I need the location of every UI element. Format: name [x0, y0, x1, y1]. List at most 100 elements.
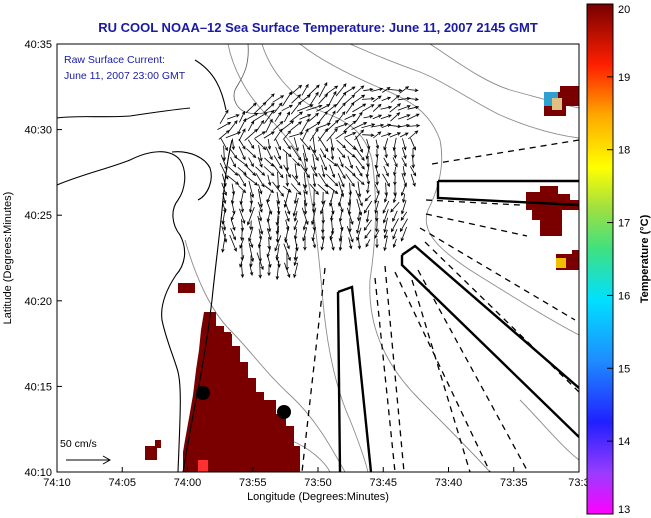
current-vector [338, 210, 343, 223]
current-scale-arrow [66, 455, 112, 465]
current-vector [230, 219, 236, 231]
current-vector [299, 138, 311, 151]
current-vector [400, 226, 407, 242]
current-vector [237, 166, 247, 176]
current-vector [325, 119, 339, 132]
current-vector [219, 109, 229, 125]
current-vector [319, 148, 327, 159]
current-vector [364, 229, 372, 239]
current-vector [300, 118, 310, 134]
current-vector [373, 131, 382, 139]
current-vector [217, 121, 232, 130]
inner-shore [171, 151, 212, 201]
current-vector [315, 122, 331, 129]
current-vector [399, 132, 409, 138]
current-vector [219, 162, 229, 180]
colorbar-tick-label: 20 [618, 4, 630, 16]
current-vector [407, 105, 420, 110]
current-vector [273, 128, 283, 142]
current-vector [291, 94, 302, 104]
current-vector [383, 235, 388, 252]
current-vector [408, 130, 419, 140]
sst-pixel [223, 332, 231, 340]
current-vector [344, 148, 356, 158]
current-vector [276, 191, 281, 205]
current-vector [248, 201, 253, 214]
current-vector [335, 91, 347, 106]
dash-line [417, 269, 529, 472]
current-vector [229, 234, 237, 252]
current-vector [337, 189, 344, 207]
current-vector [312, 154, 317, 171]
current-annotation-line1: Raw Surface Current: [64, 54, 165, 66]
current-vector [334, 123, 349, 129]
sst-patch-main [183, 312, 300, 472]
current-vector [317, 184, 329, 195]
current-vector [402, 193, 406, 204]
current-vector [303, 236, 307, 251]
current-vector [353, 154, 365, 170]
current-vector [319, 153, 327, 171]
current-vector [289, 111, 304, 123]
current-vector [363, 219, 373, 231]
current-vector [389, 132, 402, 138]
current-vector [222, 192, 227, 205]
current-vector [249, 238, 254, 249]
current-vector [263, 131, 275, 139]
current-vector [410, 138, 416, 151]
current-vector [312, 201, 316, 214]
current-vector [228, 147, 238, 159]
sst-pixel [145, 446, 157, 460]
current-vector [230, 211, 235, 222]
current-vector [353, 94, 366, 104]
current-vector [266, 199, 273, 215]
colorbar-tick-label: 15 [618, 363, 630, 375]
current-vector [330, 137, 335, 152]
current-vector [281, 104, 294, 112]
current-vector [267, 138, 272, 151]
current-scale-label: 50 cm/s [60, 438, 97, 450]
current-vector [375, 175, 379, 186]
current-vector [263, 102, 275, 113]
current-vector [225, 131, 242, 139]
current-vector [375, 148, 379, 159]
current-vector [253, 101, 267, 114]
current-vector [249, 264, 254, 276]
current-vector [285, 174, 289, 187]
current-vector [272, 120, 284, 131]
current-vector [238, 128, 246, 142]
current-vector [267, 264, 271, 277]
x-tick-label: 73:35 [500, 477, 528, 489]
current-vector [293, 210, 298, 222]
colorbar-tick-label: 17 [618, 218, 630, 230]
current-vector [317, 136, 329, 153]
current-vector [302, 227, 308, 242]
current-vector [255, 173, 265, 188]
colorbar-tick-label: 16 [618, 290, 630, 302]
current-vector [312, 135, 317, 154]
current-vector [257, 201, 263, 213]
current-vector [406, 113, 420, 121]
current-vector [312, 173, 317, 188]
current-vector [388, 88, 403, 93]
current-vector [239, 110, 245, 123]
current-vector [365, 147, 370, 160]
current-vector [238, 185, 247, 194]
current-vector [221, 173, 227, 188]
plot-area: 50 cm/s Raw Surface Current: June 11, 20… [57, 44, 579, 472]
current-vector [290, 145, 302, 162]
current-vector [292, 158, 301, 167]
y-tick-label: 40:25 [24, 210, 52, 222]
current-vector [401, 147, 407, 160]
current-vector [302, 144, 309, 163]
current-vector [284, 111, 291, 123]
current-vector [294, 163, 299, 180]
current-vector [391, 218, 399, 233]
current-vector [357, 237, 362, 250]
current-vector [392, 238, 397, 248]
current-vector [336, 163, 346, 180]
current-vector [293, 256, 298, 267]
current-vector [351, 122, 368, 130]
current-vector [303, 172, 308, 189]
current-vector [329, 189, 335, 207]
